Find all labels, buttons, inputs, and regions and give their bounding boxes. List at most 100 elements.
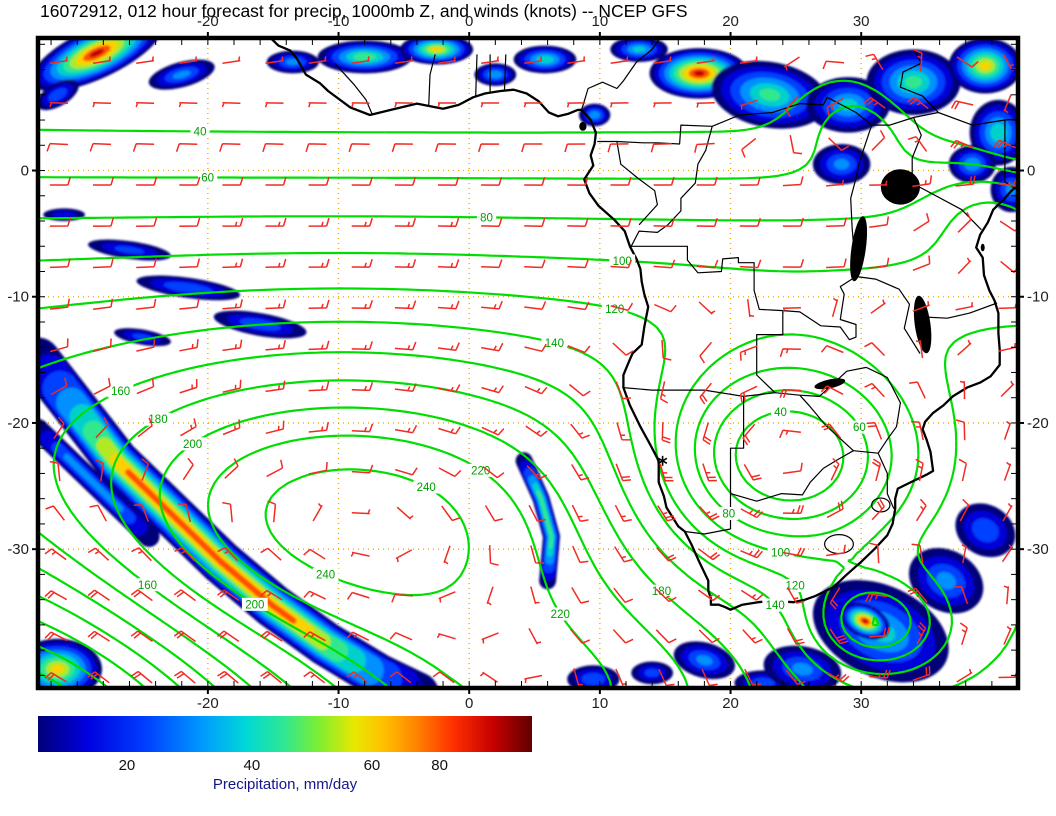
- wind-barb: [959, 622, 968, 646]
- wind-barb: [432, 671, 455, 684]
- wind-barb: [740, 589, 764, 601]
- wind-barb: [661, 422, 671, 444]
- contour-label: 240: [417, 482, 436, 494]
- wind-barb: [136, 176, 158, 186]
- wind-barb: [395, 467, 418, 476]
- wind-barb: [133, 504, 150, 522]
- wind-barb: [484, 505, 503, 522]
- wind-barb: [826, 179, 845, 187]
- wind-barb: [571, 504, 589, 523]
- contour-label: 100: [613, 256, 632, 268]
- wind-barb: [351, 56, 370, 65]
- wind-barb: [394, 217, 417, 227]
- station-marker: [657, 457, 668, 465]
- colorbar-caption: Precipitation, mm/day: [213, 776, 358, 793]
- wind-barb: [782, 217, 805, 227]
- wind-barb: [265, 420, 285, 435]
- wind-barb: [528, 504, 546, 522]
- plot-title: 16072912, 012 hour forecast for precip, …: [40, 1, 688, 21]
- lake: [850, 216, 868, 282]
- contour-label: 80: [722, 509, 735, 521]
- wind-barb: [661, 340, 672, 361]
- wind-barb: [913, 49, 923, 72]
- wind-barb: [222, 379, 242, 393]
- wind-barb: [993, 139, 1017, 149]
- wind-barb: [481, 632, 499, 644]
- wind-barb: [265, 380, 286, 393]
- wind-barb: [826, 258, 847, 269]
- wind-barb: [391, 593, 413, 603]
- wind-barb: [956, 668, 973, 683]
- wind-barb: [656, 547, 677, 562]
- wind-barb: [653, 217, 675, 227]
- lon-label-top: -20: [197, 13, 219, 30]
- wind-barb: [1002, 502, 1013, 522]
- wind-barb: [699, 382, 712, 405]
- wind-barb: [44, 590, 68, 601]
- contour-label: 200: [183, 439, 202, 451]
- wind-barb: [482, 466, 505, 479]
- lat-label-left: -20: [7, 415, 29, 432]
- wind-barb: [479, 671, 499, 683]
- wind-barb: [524, 385, 548, 395]
- wind-barb: [911, 543, 924, 564]
- wind-barb: [135, 102, 155, 108]
- enclave-border: [871, 497, 891, 513]
- wind-barb: [93, 377, 111, 395]
- wind-barb: [871, 129, 886, 151]
- height-contour-120: [38, 287, 1018, 688]
- country-border: [597, 124, 713, 145]
- wind-barb: [614, 546, 633, 563]
- wind-barb: [521, 143, 543, 153]
- wind-barb: [739, 217, 762, 227]
- wind-barb: [653, 56, 672, 65]
- wind-barb: [913, 213, 930, 232]
- lon-label-top: 10: [592, 13, 609, 30]
- country-border: [711, 96, 1018, 127]
- wind-barb: [89, 504, 107, 522]
- wind-barb: [308, 176, 330, 186]
- wind-barb: [177, 503, 192, 523]
- wind-barb: [782, 547, 806, 557]
- wind-barb: [702, 463, 717, 482]
- wind-barb: [696, 176, 718, 186]
- wind-barb: [49, 176, 72, 186]
- wind-barb: [132, 142, 155, 152]
- contour-label: 60: [201, 173, 214, 185]
- wind-barb: [820, 345, 844, 354]
- wind-barb: [50, 377, 68, 396]
- wind-barb: [136, 258, 157, 269]
- frame-border: [35, 35, 1021, 691]
- wind-barb: [173, 589, 196, 602]
- wind-barb: [610, 176, 632, 186]
- country-border: [911, 117, 982, 231]
- lat-label-left: -10: [7, 289, 29, 306]
- wind-barb: [659, 463, 674, 482]
- lat-label-left: 0: [21, 163, 29, 180]
- lat-label-right: -20: [1027, 415, 1049, 432]
- wind-barb: [696, 217, 718, 227]
- wind-barb: [260, 670, 282, 684]
- wind-barb: [907, 135, 928, 152]
- colorbar-tick-label: 40: [244, 757, 261, 774]
- wind-barb: [524, 259, 546, 269]
- wind-barb: [610, 259, 633, 269]
- wind-barb: [308, 421, 329, 433]
- wind-barb: [820, 385, 844, 395]
- country-border: [730, 450, 854, 502]
- wind-barb: [614, 504, 632, 522]
- wind-barb: [481, 217, 503, 227]
- wind-barb: [907, 587, 928, 603]
- wind-barb: [437, 102, 456, 108]
- wind-barb: [567, 56, 586, 65]
- lake: [814, 378, 846, 390]
- wind-barb: [956, 56, 979, 68]
- wind-barb: [346, 671, 369, 684]
- contour-label: 80: [480, 212, 493, 224]
- wind-barb: [653, 259, 676, 269]
- wind-barb: [350, 551, 370, 557]
- wind-barb: [481, 176, 503, 186]
- wind-barb: [1000, 380, 1015, 398]
- wind-barb: [182, 457, 194, 481]
